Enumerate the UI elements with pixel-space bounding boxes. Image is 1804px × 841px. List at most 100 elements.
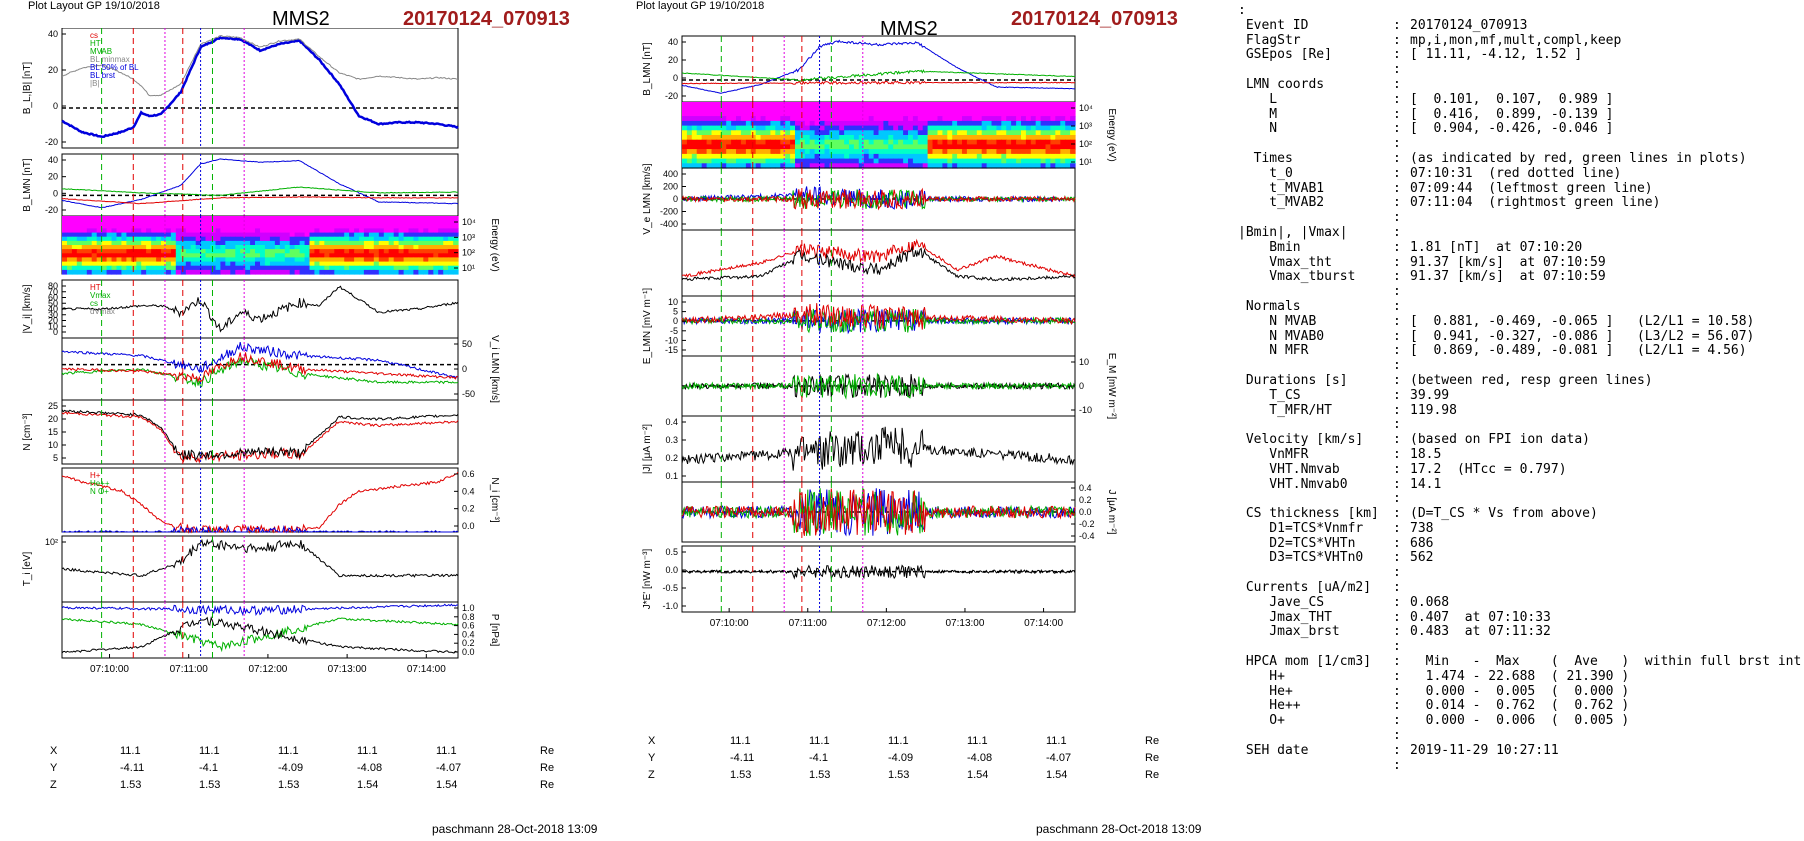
coord-value: -4.1 [809, 752, 828, 764]
info-value: (between red, resp green lines) [1410, 372, 1653, 388]
series-bl-brst [61, 36, 459, 138]
info-line: : [1238, 639, 1798, 655]
mid-time-axis: 07:10:00 07:11:00 07:12:00 07:13:00 07:14:00 [710, 608, 1063, 629]
series-jm [681, 487, 1076, 536]
ytick-label: 20 [668, 55, 678, 65]
ytick-label: -0.4 [1079, 531, 1095, 541]
ytick-label: 25 [48, 401, 58, 411]
coord-value: -4.11 [120, 762, 145, 774]
info-key: Times [1238, 150, 1293, 166]
info-line: D3=TCS*VHTn0:562 [1238, 551, 1798, 566]
info-key: : [1238, 3, 1246, 18]
legend-entry: cs [90, 299, 98, 308]
ylabel: E_LMN [mV m⁻¹] [642, 288, 653, 365]
coord-value: 11.1 [967, 735, 988, 747]
info-key: He++ [1238, 698, 1301, 714]
info-key: D3=TCS*VHTn0 [1238, 550, 1364, 566]
info-value: 18.5 [1410, 446, 1442, 462]
info-line: N: [ 0.904, -0.426, -0.046 ] [1238, 122, 1798, 137]
ytick-label: 0.8 [462, 612, 475, 622]
legend-entry: H+ [90, 471, 101, 480]
mid-panel-3: 400 200 0 -200 -400 V_e LMN [km/s] [642, 163, 1076, 235]
ylabel: B_LMN [nT] [642, 42, 653, 96]
coord-row-label: X [50, 745, 58, 757]
series-bm [61, 186, 458, 196]
info-colon: : [1393, 150, 1401, 166]
info-key: D1=TCS*Vnmfr [1238, 520, 1364, 536]
info-value: 91.37 [km/s] at 07:10:59 [1410, 269, 1606, 285]
ytick-label: 0.4 [462, 486, 475, 496]
coord-value: -4.11 [730, 752, 755, 764]
ytick-label: 0.4 [462, 629, 475, 639]
ylabel: P [nPa] [489, 614, 500, 647]
info-line: VHT.Nmvab0:14.1 [1238, 477, 1798, 493]
info-line: FlagStr: mp,i,mon,mf,mult,compl,keep [1238, 32, 1798, 49]
info-colon: : [1393, 121, 1401, 137]
series-bn [61, 196, 459, 205]
info-key: Jmax_brst [1238, 624, 1340, 640]
info-value: [ 0.881, -0.469, -0.065 ] (L2/L1 = 10.58… [1410, 313, 1755, 329]
info-value: 0.407 at 07:10:33 [1410, 609, 1551, 625]
info-line: VHT.Nmvab:17.2 (HTcc = 0.797) [1238, 461, 1798, 478]
info-value: (as indicated by red, green lines in plo… [1410, 150, 1747, 166]
info-colon: : [1393, 654, 1401, 670]
ylabel: N_i [cm⁻³] [489, 477, 500, 523]
ytick-label: 40 [48, 29, 58, 39]
ytick-label: 10¹ [1079, 157, 1092, 167]
info-key: N MFR [1238, 343, 1309, 359]
info-colon: : [1393, 47, 1401, 63]
mid-panel-1: 40 20 0 -20 B_LMN [nT] [642, 35, 1076, 103]
info-colon: : [1393, 32, 1401, 48]
info-colon: : [1393, 254, 1401, 270]
series-bl [681, 39, 1076, 94]
left-panel-7: 0.6 0.4 0.2 0.0 N_i [cm⁻³] H+He++N O+ [61, 467, 500, 534]
info-value: 562 [1410, 550, 1434, 566]
info-colon: : [1393, 180, 1401, 196]
info-value: [ 0.416, 0.899, -0.139 ] [1410, 106, 1614, 122]
coord-value: -4.08 [357, 762, 383, 774]
info-colon: : [1393, 165, 1401, 181]
legend-entry: dVmax [90, 307, 115, 316]
info-line: Vmax_tht:91.37 [km/s] at 07:10:59 [1238, 254, 1798, 271]
info-key: Currents [uA/m2] [1238, 580, 1372, 596]
coord-value: 1.53 [120, 779, 142, 791]
info-key: Event ID [1238, 17, 1309, 33]
coord-value: 1.54 [436, 779, 458, 791]
left-panel-4-frame [61, 279, 459, 339]
coord-value: 11.1 [278, 745, 299, 757]
ytick-label: 70 [48, 287, 58, 297]
info-colon: : [1393, 698, 1401, 714]
ytick-label: 50 [462, 339, 472, 349]
series-vn [61, 352, 459, 383]
series-he- [61, 471, 459, 534]
info-colon: : [1393, 17, 1401, 33]
info-colon: : [1393, 195, 1401, 211]
info-value: 17.2 (HTcc = 0.797) [1410, 461, 1567, 477]
info-key: GSEpos [Re] [1238, 47, 1332, 63]
coord-unit: Re [540, 762, 555, 774]
info-colon: : [1393, 313, 1401, 329]
info-key: SEH date [1238, 742, 1309, 758]
coord-unit: Re [1145, 769, 1160, 781]
ytick-label: 0.2 [1079, 495, 1092, 505]
coord-row-label: Z [648, 769, 655, 781]
ytick-label: 0 [673, 194, 678, 204]
coord-value: 11.1 [1046, 735, 1067, 747]
ytick-label: -0.5 [662, 583, 678, 593]
mid-footer: paschmann 28-Oct-2018 13:09 [1036, 822, 1202, 836]
ytick-label: -1.0 [662, 601, 678, 611]
info-key: N MVAB [1238, 313, 1317, 329]
info-line: : [1238, 210, 1798, 226]
coord-value: -4.07 [1046, 752, 1072, 764]
info-colon: : [1393, 757, 1401, 773]
time-tick-label: 07:14:00 [1024, 618, 1063, 629]
time-tick-label: 07:11:00 [789, 618, 828, 629]
ytick-label: 200 [663, 182, 678, 192]
ytick-label: 0 [673, 73, 678, 83]
ytick-label: 0.2 [665, 453, 678, 463]
info-colon: : [1393, 343, 1401, 359]
info-line: SEH date:2019-11-29 10:27:11 [1238, 742, 1798, 759]
legend-entry: MVAB [90, 47, 112, 56]
info-line: : [1238, 728, 1798, 744]
